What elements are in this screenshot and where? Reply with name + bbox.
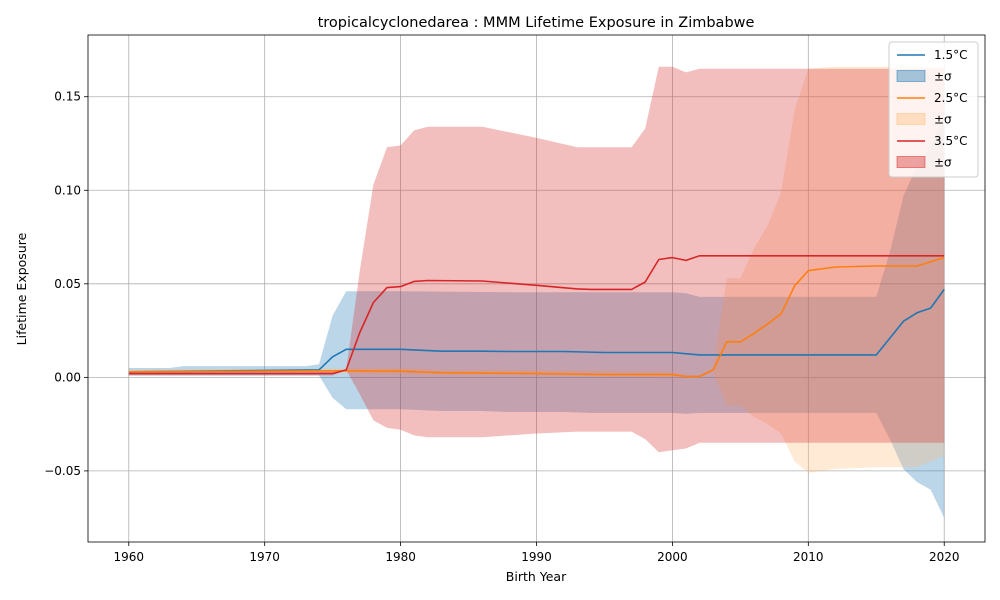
y-axis-label: Lifetime Exposure [14, 232, 29, 345]
x-tick-label: 2020 [929, 550, 960, 564]
legend-entry: 3.5°C [934, 134, 967, 148]
legend-box [888, 41, 979, 178]
legend: 1.5°C ±σ 2.5°C ±σ 3.5°C ±σ [888, 41, 979, 178]
legend-entry: ±σ [934, 70, 952, 84]
legend-entry: 1.5°C [934, 48, 967, 62]
line-2.5°C [128, 256, 945, 378]
x-axis-label: Birth Year [506, 569, 567, 584]
x-tick-label: 1970 [249, 550, 280, 564]
legend-entry: 2.5°C [934, 91, 967, 105]
y-tick-label: −0.05 [44, 464, 81, 478]
axis-ticks: 1960 1970 1980 1990 2000 2010 2020 −0.05 0.00 0.0… [44, 90, 959, 564]
chart-title: tropicalcyclonedarea : MMM Lifetime Expo… [318, 15, 755, 31]
line-1.5°C [128, 288, 945, 373]
legend-entry: ±σ [934, 156, 952, 170]
y-tick-label: 0.15 [54, 90, 81, 104]
legend-band-swatch [896, 70, 926, 82]
y-tick-label: 0.10 [54, 183, 81, 197]
x-tick-label: 1980 [385, 550, 416, 564]
x-tick-label: 1960 [113, 550, 144, 564]
y-tick-label: 0.05 [54, 277, 81, 291]
line-3.5°C [128, 255, 945, 375]
legend-band-swatch [896, 156, 926, 168]
gridlines [88, 35, 985, 542]
legend-entry: ±σ [934, 113, 952, 127]
y-tick-label: 0.00 [54, 370, 81, 384]
x-tick-label: 2000 [657, 550, 688, 564]
band-3.5°C [128, 66, 945, 453]
legend-band-swatch [896, 113, 926, 125]
x-tick-label: 1990 [521, 550, 552, 564]
x-tick-label: 2010 [793, 550, 824, 564]
series-lines [128, 255, 945, 378]
band-1.5°C [128, 115, 945, 518]
